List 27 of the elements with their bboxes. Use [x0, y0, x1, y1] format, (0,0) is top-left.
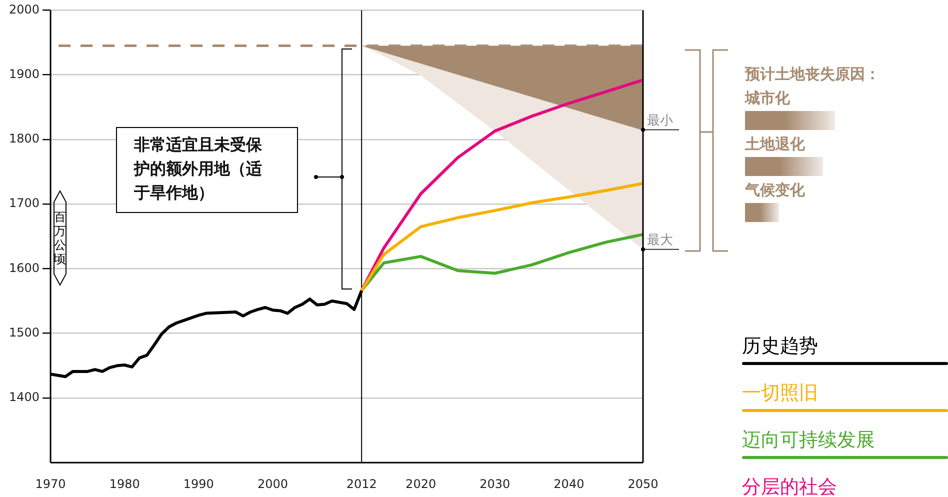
text: 城市化	[745, 88, 791, 108]
annotation: 最大	[647, 233, 673, 248]
text: 一切照旧	[742, 381, 819, 405]
x-tick-label: 2020	[406, 476, 436, 491]
x-tick-label: 2012	[346, 476, 377, 491]
text: 迈向可持续发展	[742, 428, 876, 452]
x-tick-label: 1990	[183, 476, 214, 491]
x-tick-label: 2030	[480, 476, 510, 491]
y-tick-label: 1400	[8, 390, 40, 404]
text: 土地退化	[745, 134, 806, 154]
y-tick-label: 2000	[8, 2, 40, 16]
x-tick-label: 2050	[628, 476, 658, 491]
y-tick-label: 1800	[8, 132, 40, 146]
y-tick-label: 1900	[8, 66, 40, 81]
text: 气候变化	[745, 180, 806, 200]
x-tick-label: 1980	[109, 476, 140, 491]
y-tick-label: 1600	[8, 260, 40, 275]
text: 分层的社会	[742, 475, 838, 497]
annotation: 最小	[647, 114, 673, 129]
y-tick-label: 1700	[8, 196, 40, 210]
x-tick-label: 2040	[554, 476, 584, 491]
text: 历史趋势	[742, 334, 819, 358]
x-tick-label: 1970	[35, 476, 66, 491]
y-axis-title: 百万公顷	[54, 210, 66, 266]
x-tick-label: 2000	[257, 476, 288, 491]
text: 预计土地丧失原因：	[745, 64, 881, 84]
y-tick-label: 1500	[8, 325, 40, 340]
